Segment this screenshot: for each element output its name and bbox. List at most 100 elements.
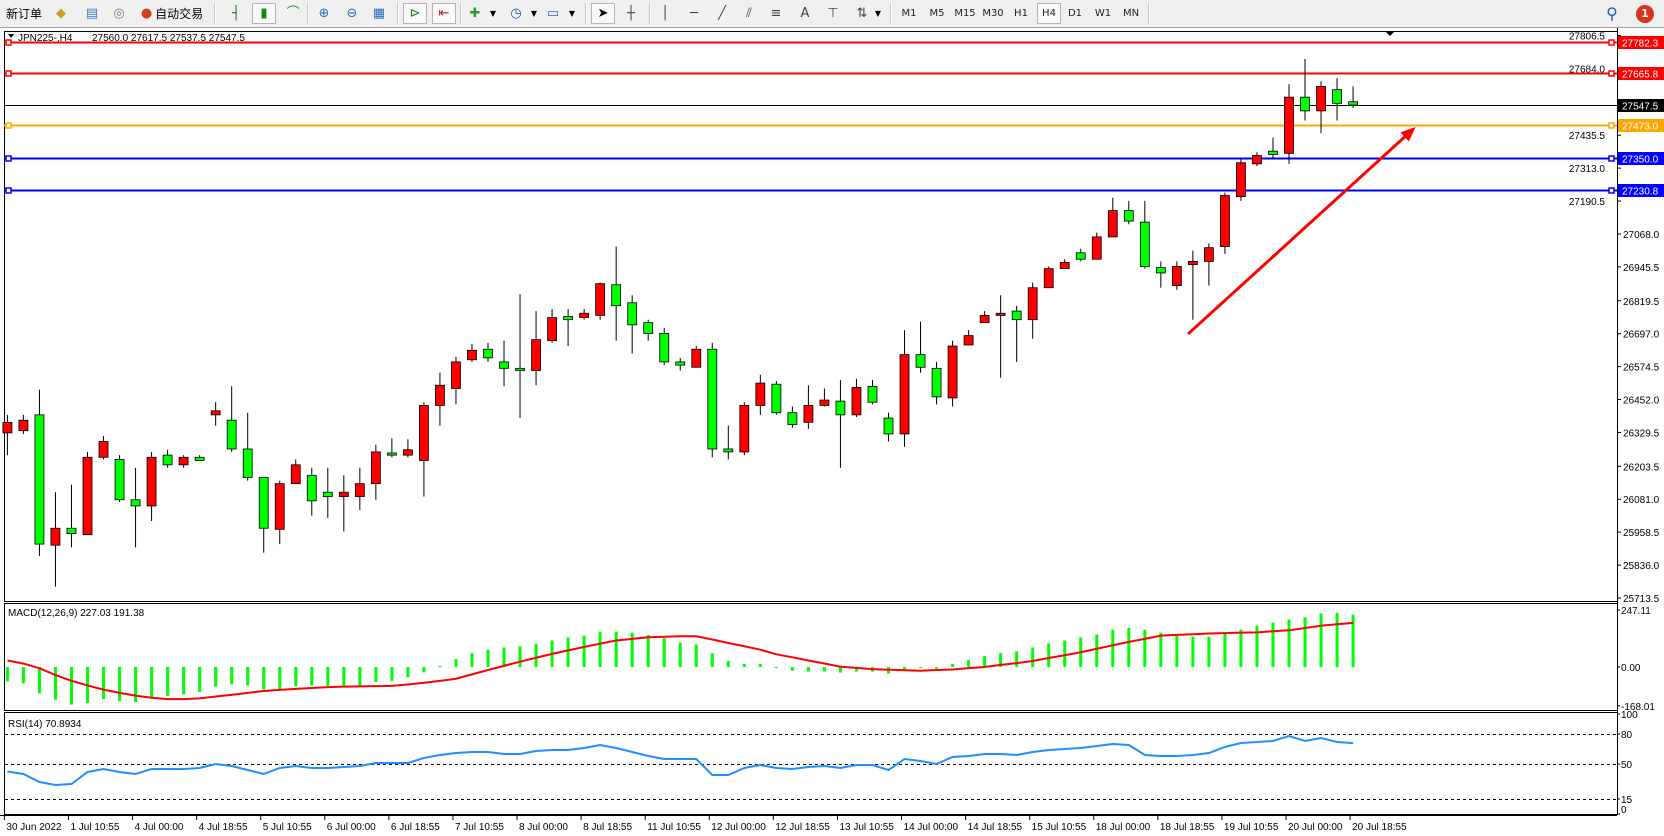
- candle: [819, 388, 830, 407]
- candle: [1220, 192, 1230, 254]
- macd-histogram-bar: [630, 632, 634, 667]
- time-label: 1 Jul 10:55: [70, 822, 119, 833]
- candle-body: [531, 339, 541, 371]
- candlestick-chart-icon[interactable]: ▮: [252, 3, 276, 24]
- candle: [963, 330, 974, 346]
- crosshair-icon[interactable]: ┼: [627, 6, 635, 21]
- auto-trading-button[interactable]: ● 自动交易: [136, 3, 208, 24]
- fibonacci-icon[interactable]: ≡: [770, 6, 782, 21]
- line-chart-icon[interactable]: ⌒: [286, 6, 300, 21]
- price-tick-label: 26574.5: [1623, 363, 1660, 374]
- candle: [755, 374, 766, 415]
- vertical-line-icon[interactable]: │: [661, 6, 669, 21]
- macd-histogram-bar: [406, 667, 410, 678]
- data-window-icon[interactable]: ▤: [85, 6, 99, 21]
- candle-body: [691, 348, 702, 368]
- macd-histogram-bar: [822, 667, 826, 672]
- periods-dropdown-icon[interactable]: ▼: [530, 9, 538, 18]
- macd-histogram-bar: [1031, 647, 1035, 667]
- candle: [771, 380, 782, 415]
- auto-scroll-icon[interactable]: ⊳: [403, 3, 427, 24]
- macd-histogram-bar: [1063, 640, 1067, 667]
- text-label-icon[interactable]: ⊤: [827, 6, 839, 21]
- market-watch-icon[interactable]: ◆: [56, 6, 66, 21]
- trend-arrow-head: [1400, 127, 1416, 142]
- timeframe-h4-button[interactable]: H4: [1037, 3, 1061, 24]
- candle: [1348, 86, 1358, 108]
- macd-histogram-bar: [294, 667, 298, 687]
- macd-histogram-bar: [566, 637, 570, 667]
- candle: [899, 330, 910, 447]
- candle-body: [611, 284, 622, 307]
- equidistant-channel-icon[interactable]: ⫽: [746, 6, 752, 21]
- horizontal-line-icon[interactable]: ─: [690, 6, 698, 21]
- candle-body: [178, 456, 189, 466]
- arrows-icon[interactable]: ⇅: [856, 6, 868, 21]
- header-collapse-icon: [8, 34, 14, 38]
- candle-body: [274, 483, 285, 530]
- search-icon[interactable]: ⚲: [1606, 3, 1618, 23]
- candle: [370, 444, 381, 500]
- macd-histogram-bar: [326, 667, 330, 686]
- trendline-icon[interactable]: ╱: [718, 6, 726, 21]
- macd-histogram-bar: [486, 649, 490, 667]
- candle-body: [483, 348, 493, 359]
- chart-shift-icon[interactable]: ⇤: [432, 3, 456, 24]
- line-handle: [5, 155, 12, 162]
- text-tool-icon[interactable]: A: [794, 3, 816, 24]
- price-tick-label: 26945.5: [1623, 263, 1660, 274]
- candle-body: [963, 335, 974, 346]
- macd-histogram-bar: [678, 642, 682, 667]
- macd-histogram-bar: [198, 667, 202, 692]
- candle: [402, 439, 413, 458]
- price-label-resistance: 27782.3: [1622, 39, 1659, 50]
- rsi-line: [7, 734, 1354, 787]
- templates-dropdown-icon[interactable]: ▼: [568, 9, 576, 18]
- candle: [354, 467, 365, 511]
- chart-shift-marker: [1385, 31, 1395, 36]
- timeframe-mn-button[interactable]: MN: [1122, 8, 1140, 19]
- timeframe-m1-button[interactable]: M1: [901, 8, 917, 19]
- timeframe-m30-button[interactable]: M30: [982, 8, 1004, 19]
- candle: [1011, 305, 1022, 362]
- periods-clock-icon[interactable]: ◷: [510, 6, 522, 21]
- indicators-icon[interactable]: ✚: [469, 6, 481, 21]
- macd-histogram-bar: [534, 643, 538, 667]
- price-label-bg: [1618, 152, 1664, 165]
- bar-chart-icon[interactable]: ┤: [232, 6, 240, 21]
- candle-body: [851, 387, 862, 416]
- line-handle: [1608, 155, 1615, 162]
- timeframe-d1-button[interactable]: D1: [1067, 8, 1083, 19]
- price-tick-label: 26452.0: [1623, 396, 1660, 407]
- timeframe-m5-button[interactable]: M5: [929, 8, 945, 19]
- candle: [1171, 261, 1182, 290]
- tile-windows-icon[interactable]: ▦: [372, 6, 386, 21]
- zoom-in-icon[interactable]: ⊕: [318, 6, 330, 21]
- time-label: 8 Jul 00:00: [519, 822, 568, 833]
- candle: [883, 412, 894, 442]
- candle: [915, 321, 926, 373]
- price-label-support: 27350.0: [1622, 155, 1659, 166]
- candle-body: [402, 449, 413, 456]
- time-label: 5 Jul 10:55: [263, 822, 312, 833]
- candle-body: [338, 491, 349, 497]
- timeframe-m15-button[interactable]: M15: [954, 8, 976, 19]
- indicators-dropdown-icon[interactable]: ▼: [489, 9, 497, 18]
- macd-histogram-bar: [1255, 625, 1259, 667]
- macd-histogram-bar: [37, 667, 41, 694]
- timeframe-w1-button[interactable]: W1: [1094, 8, 1112, 19]
- candle-body: [18, 419, 29, 432]
- zoom-out-icon[interactable]: ⊖: [346, 6, 358, 21]
- macd-histogram-bar: [919, 667, 923, 668]
- cursor-icon[interactable]: ➤: [591, 3, 615, 24]
- new-order-button[interactable]: 新订单: [2, 3, 46, 24]
- arrows-dropdown-icon[interactable]: ▼: [874, 9, 882, 18]
- candle-body: [1043, 268, 1054, 289]
- notifications-button[interactable]: 1: [1633, 3, 1657, 24]
- templates-icon[interactable]: ▭: [546, 6, 560, 21]
- candle-body: [835, 400, 846, 416]
- navigator-icon[interactable]: ◎: [113, 6, 125, 21]
- timeframe-h1-button[interactable]: H1: [1014, 8, 1028, 19]
- candle: [1316, 81, 1326, 134]
